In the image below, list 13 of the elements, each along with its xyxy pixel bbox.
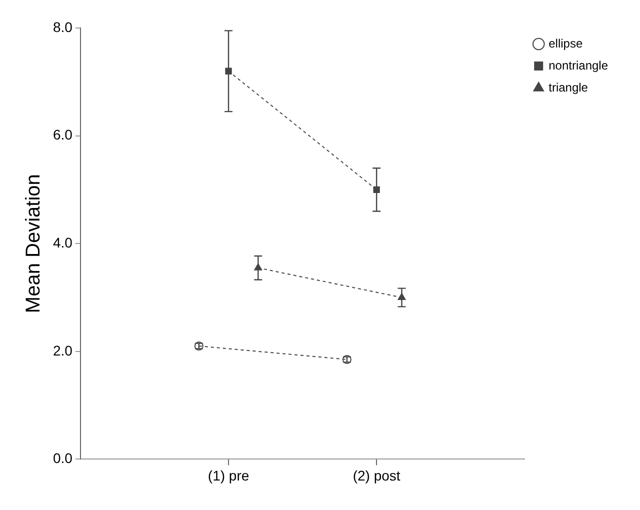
legend-label: nontriangle <box>548 58 608 72</box>
legend-label: triangle <box>548 80 588 94</box>
point <box>225 68 232 74</box>
y-tick-label: 4.0 <box>52 234 73 250</box>
x-tick-label: (1) pre <box>208 467 250 484</box>
y-tick-label: 2.0 <box>52 342 73 358</box>
legend-label: ellipse <box>548 36 583 50</box>
y-tick-label: 6.0 <box>52 126 73 143</box>
x-tick-label: (2) post <box>352 467 400 484</box>
y-axis-title: Mean Deviation <box>22 174 45 314</box>
y-tick-label: 0.0 <box>52 450 73 466</box>
y-tick-label: 8.0 <box>52 18 73 35</box>
point <box>373 186 380 194</box>
